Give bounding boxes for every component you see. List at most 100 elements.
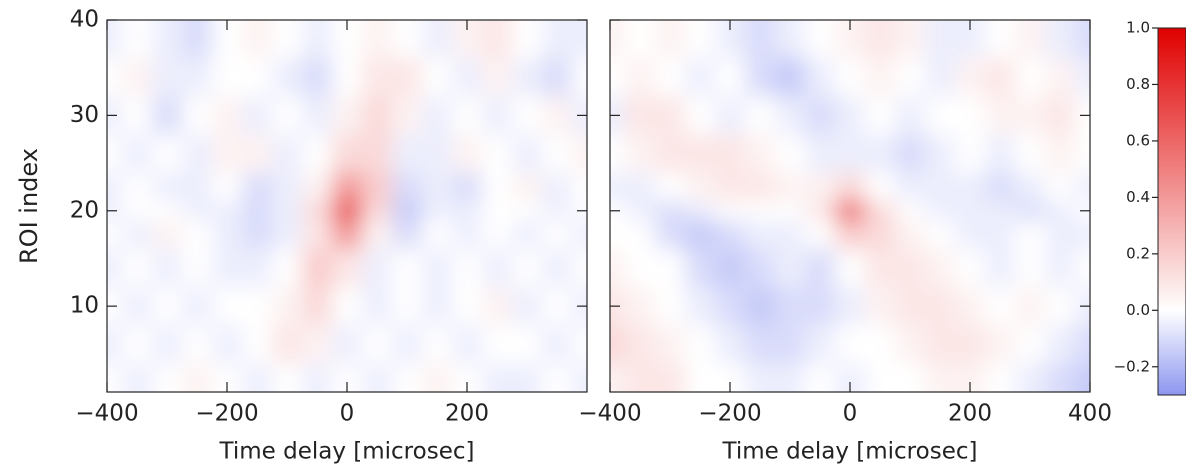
heatmap-cell	[925, 363, 956, 392]
heatmap-cell	[610, 58, 626, 97]
heatmap-cell	[685, 363, 716, 392]
colorbar-tick-label: 0.0	[1126, 301, 1150, 319]
heatmap-cell	[302, 325, 333, 364]
heatmap-cell	[422, 96, 453, 135]
heatmap-cell	[1015, 363, 1046, 392]
heatmap-cell	[512, 58, 543, 97]
heatmap-cell	[775, 134, 806, 174]
heatmap-cell	[775, 201, 806, 221]
heatmap-cell	[685, 201, 716, 221]
heatmap-cell	[685, 96, 716, 135]
heatmap-cell	[572, 248, 587, 288]
heatmap-cell	[655, 96, 686, 135]
heatmap-cell	[925, 220, 956, 250]
heatmap-cell	[985, 363, 1016, 392]
heatmap-cell	[835, 220, 866, 250]
heatmap-cell	[122, 172, 153, 202]
heatmap-cell	[625, 220, 656, 250]
heatmap-cell	[1075, 58, 1090, 97]
heatmap-cell	[392, 134, 423, 174]
heatmap-cell	[625, 20, 656, 59]
heatmap-cell	[242, 220, 273, 250]
heatmap-cell	[242, 134, 273, 174]
heatmap-cell	[362, 172, 393, 202]
heatmap-cell	[955, 96, 986, 135]
heatmap-cell	[835, 248, 866, 288]
heatmap-cell	[745, 325, 776, 364]
heatmap-cells	[610, 20, 1090, 392]
heatmap-cell	[107, 220, 123, 250]
heatmap-cell	[392, 220, 423, 250]
heatmap-cell	[985, 96, 1016, 135]
heatmap-cell	[422, 248, 453, 288]
heatmap-cell	[955, 248, 986, 288]
heatmap-cell	[1045, 58, 1076, 97]
heatmap-cell	[302, 58, 333, 97]
heatmap-cell	[745, 363, 776, 392]
heatmap-cell	[482, 287, 513, 326]
heatmap-cell	[422, 172, 453, 202]
x-tick-label: 200	[948, 401, 992, 427]
heatmap-cell	[362, 58, 393, 97]
heatmap-cell	[152, 363, 183, 392]
heatmap-cell	[685, 134, 716, 174]
heatmap-cell	[610, 220, 626, 250]
heatmap-cell	[422, 325, 453, 364]
heatmap-cell	[835, 58, 866, 97]
heatmap-cell	[332, 201, 363, 221]
heatmap-cell	[452, 134, 483, 174]
heatmap-cell	[452, 220, 483, 250]
heatmap-cell	[895, 325, 926, 364]
heatmap-cell	[925, 134, 956, 174]
heatmap-cell	[482, 248, 513, 288]
heatmap-cell	[1015, 58, 1046, 97]
heatmap-cell	[392, 363, 423, 392]
heatmap-cell	[985, 325, 1016, 364]
heatmap-cell	[625, 201, 656, 221]
heatmap-cell	[835, 201, 866, 221]
heatmap-cell	[1075, 134, 1090, 174]
heatmap-cell	[610, 134, 626, 174]
heatmap-cell	[745, 96, 776, 135]
heatmap-cell	[865, 287, 896, 326]
heatmap-cell	[655, 20, 686, 59]
heatmap-cell	[302, 20, 333, 59]
heatmap-cell	[835, 325, 866, 364]
heatmap-cell	[1045, 325, 1076, 364]
heatmap-cell	[865, 248, 896, 288]
heatmap-cell	[805, 287, 836, 326]
heatmap-cell	[925, 172, 956, 202]
heatmap-cell	[152, 201, 183, 221]
heatmap-cell	[745, 172, 776, 202]
heatmap-cell	[625, 287, 656, 326]
heatmap-cell	[865, 201, 896, 221]
heatmap-cell	[625, 134, 656, 174]
heatmap-cell	[805, 134, 836, 174]
heatmap-cell	[1075, 220, 1090, 250]
heatmap-cell	[1075, 325, 1090, 364]
heatmap-cell	[925, 58, 956, 97]
heatmap-cell	[685, 58, 716, 97]
heatmap-cell	[272, 58, 303, 97]
heatmap-cell	[895, 248, 926, 288]
heatmap-cell	[332, 172, 363, 202]
heatmap-cell	[392, 248, 423, 288]
heatmap-cell	[655, 248, 686, 288]
heatmap-cell	[805, 58, 836, 97]
heatmap-cell	[272, 220, 303, 250]
heatmap-cell	[1015, 220, 1046, 250]
heatmap-cell	[805, 201, 836, 221]
heatmap-cell	[242, 20, 273, 59]
heatmap-cell	[572, 134, 587, 174]
heatmap-cell	[955, 172, 986, 202]
heatmap-cell	[272, 172, 303, 202]
heatmap-cell	[1045, 363, 1076, 392]
heatmap-cell	[985, 172, 1016, 202]
heatmap-cell	[212, 172, 243, 202]
heatmap-cell	[865, 20, 896, 59]
heatmap-cell	[610, 248, 626, 288]
heatmap-cell	[182, 20, 213, 59]
heatmap-cell	[272, 248, 303, 288]
heatmap-cell	[835, 134, 866, 174]
heatmap-cell	[542, 220, 573, 250]
